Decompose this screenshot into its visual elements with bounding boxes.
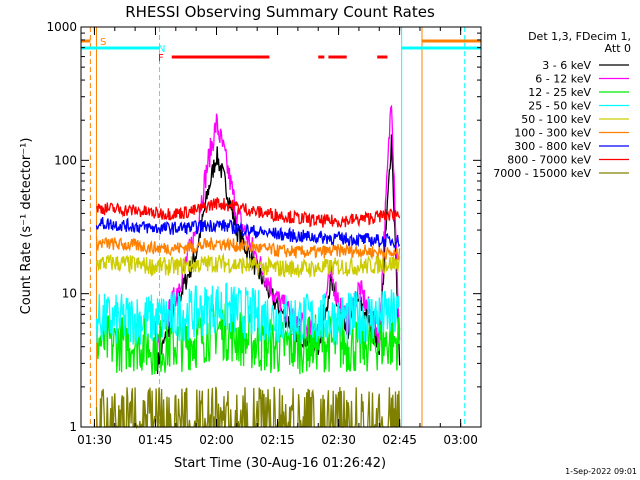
y-tick-label-0: 1	[69, 420, 77, 434]
series-line-3	[95, 282, 400, 345]
annotation-layer: S NF	[81, 37, 481, 64]
legend-label-3: 25 - 50 keV	[528, 100, 591, 113]
legend-label-8: 7000 - 15000 keV	[493, 167, 591, 180]
series-line-6	[95, 217, 401, 249]
y-axis-label: Count Rate (s⁻¹ detector⁻¹)	[19, 138, 34, 315]
x-tick-label-6: 03:00	[443, 433, 478, 447]
y-tick-label-1: 10	[62, 287, 77, 301]
legend-label-1: 6 - 12 keV	[535, 73, 591, 86]
y-tick-label-3: 1000	[46, 20, 77, 34]
axes: 01:30 01:45 02:00 02:15 02:30 02:45 03:00 1 10 10…	[46, 20, 482, 447]
annotation-label-n: N	[158, 44, 165, 55]
x-tick-label-4: 02:30	[321, 433, 356, 447]
legend-label-6: 300 - 800 keV	[514, 140, 591, 153]
series-line-4	[95, 252, 401, 278]
legend-label-5: 100 - 300 keV	[514, 127, 591, 140]
x-axis-label: Start Time (30-Aug-16 01:26:42)	[174, 456, 386, 471]
legend-label-0: 3 - 6 keV	[542, 59, 591, 72]
x-tick-label-0: 01:30	[77, 433, 112, 447]
series-line-2	[95, 303, 401, 375]
legend-label-4: 50 - 100 keV	[521, 113, 591, 126]
series-line-7	[96, 197, 401, 229]
footer-timestamp: 1-Sep-2022 09:01	[565, 467, 637, 476]
x-tick-label-5: 02:45	[382, 433, 417, 447]
legend-label-7: 800 - 7000 keV	[507, 154, 591, 167]
x-tick-label-2: 02:00	[199, 433, 234, 447]
axes-frame	[80, 26, 482, 428]
chart-title: RHESSI Observing Summary Count Rates	[125, 3, 435, 21]
series-line-5	[95, 236, 401, 261]
y-tick-label-2: 100	[54, 153, 77, 167]
legend-label-2: 12 - 25 keV	[528, 86, 591, 99]
x-tick-label-1: 01:45	[138, 433, 173, 447]
annotation-label-f: F	[158, 53, 164, 64]
annotation-label-s: S	[100, 37, 106, 48]
x-tick-label-3: 02:15	[260, 433, 295, 447]
legend-title-line-2: Att 0	[605, 42, 631, 55]
legend-title-line-1: Det 1,3, FDecim 1,	[528, 30, 631, 43]
